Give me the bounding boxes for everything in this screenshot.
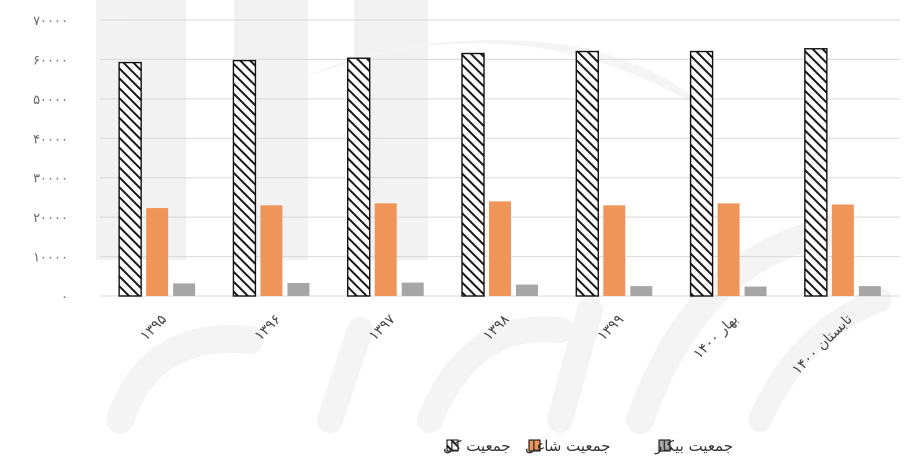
bar-total: [347, 57, 371, 297]
watermark-logo: [96, 0, 892, 434]
bar-employed: [374, 203, 397, 296]
y-tick-label: ۴۰۰۰۰: [33, 132, 68, 147]
y-tick-label: ۲۰۰۰۰: [33, 211, 68, 226]
bar-employed: [146, 208, 169, 296]
bar-total: [232, 59, 257, 297]
x-tick-label: ۱۳۹۷: [366, 311, 399, 344]
bar-employed: [260, 205, 283, 296]
bar-unemployed: [287, 282, 310, 296]
legend-swatch-unemployed: [658, 439, 671, 452]
y-tick-label: ۳۰۰۰۰: [33, 172, 68, 187]
y-tick-label: ۰: [61, 290, 68, 305]
legend-label-employed: جمعیت شاغل: [525, 437, 611, 455]
bar-unemployed: [858, 286, 881, 296]
bar-unemployed: [630, 286, 653, 296]
bars: [118, 48, 881, 297]
legend-swatch-total: [446, 439, 459, 452]
y-tick-label: ۵۰۰۰۰: [33, 93, 68, 108]
legend: جمعیت بیکار جمعیت شاغل جمعیت کل: [443, 437, 733, 455]
bar-unemployed: [401, 282, 424, 296]
bar-total: [689, 50, 714, 297]
legend-label-total: جمعیت کل: [443, 437, 511, 455]
bar-employed: [603, 205, 626, 296]
bar-employed: [831, 204, 854, 296]
bar-total: [118, 61, 142, 297]
y-tick-label: ۷۰۰۰۰: [33, 14, 68, 29]
x-tick-label: ۱۳۹۵: [137, 312, 170, 345]
bar-employed: [489, 201, 511, 296]
bar-employed: [717, 203, 740, 296]
y-axis-ticks: ۰ ۱۰۰۰۰ ۲۰۰۰۰ ۳۰۰۰۰ ۴۰۰۰۰ ۵۰۰۰۰ ۶۰۰۰۰ ۷۰۰۰۰: [33, 14, 68, 305]
bar-total: [461, 52, 485, 297]
y-tick-label: ۱۰۰۰۰: [33, 251, 68, 266]
legend-swatch-employed: [528, 439, 541, 452]
bar-unemployed: [173, 283, 196, 296]
bar-unemployed: [744, 286, 767, 296]
legend-label-unemployed: جمعیت بیکار: [654, 437, 733, 455]
bar-unemployed: [516, 284, 538, 296]
y-tick-label: ۶۰۰۰۰: [33, 53, 68, 68]
bar-total: [575, 50, 599, 297]
bar-total: [804, 48, 828, 297]
